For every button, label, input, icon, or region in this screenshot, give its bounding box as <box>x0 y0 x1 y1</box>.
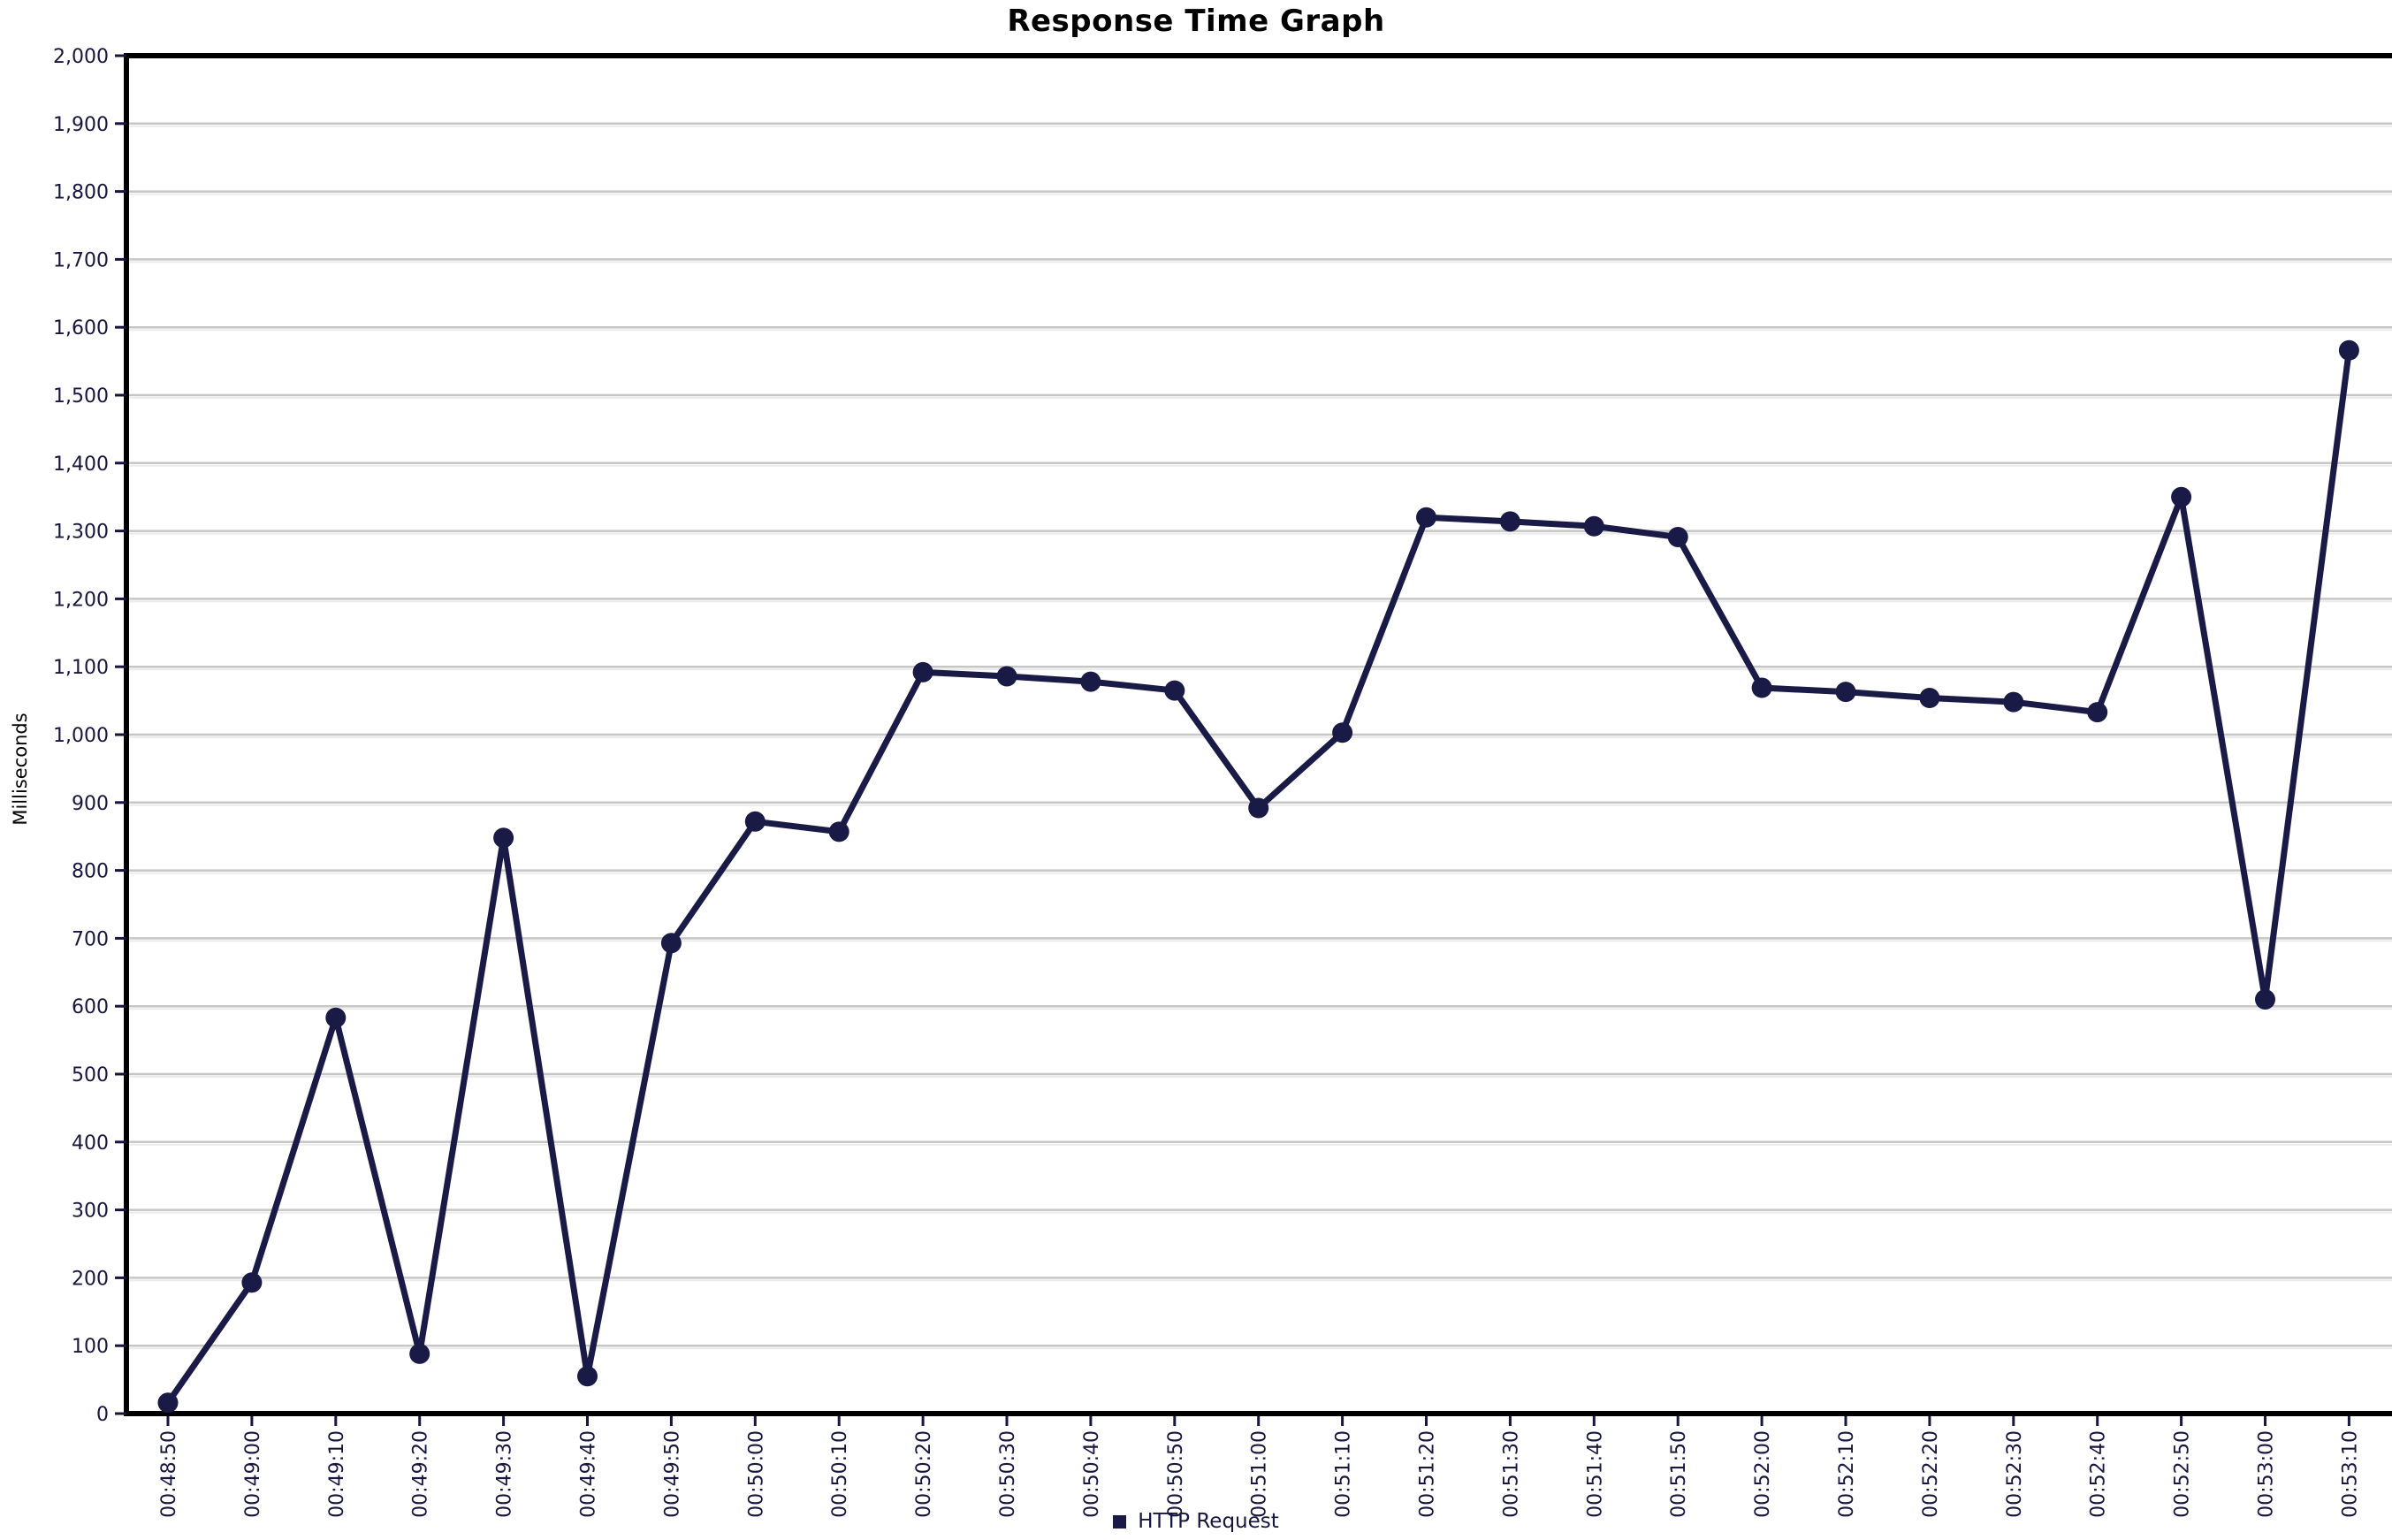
legend: HTTP Request <box>0 1510 2392 1533</box>
y-tick-label: 800 <box>72 861 109 883</box>
y-tick-label: 1,700 <box>53 249 109 271</box>
y-tick-label: 600 <box>72 996 109 1018</box>
data-point <box>1248 797 1269 819</box>
x-tick-label: 00:49:00 <box>242 1430 264 1518</box>
data-point <box>1499 511 1520 532</box>
y-tick-label: 200 <box>72 1268 109 1290</box>
y-tick-label: 1,900 <box>53 114 109 136</box>
data-point <box>912 661 933 682</box>
y-axis-title: Milliseconds <box>10 713 31 825</box>
data-point <box>1416 507 1436 528</box>
x-tick-label: 00:49:20 <box>410 1430 432 1518</box>
x-tick-label: 00:51:20 <box>1417 1430 1439 1518</box>
x-tick-label: 00:52:50 <box>2172 1430 2194 1518</box>
y-tick-label: 1,100 <box>53 657 109 679</box>
x-tick-label: 00:48:50 <box>158 1430 180 1518</box>
data-point <box>744 811 766 832</box>
data-point <box>325 1007 347 1028</box>
data-point <box>2087 702 2108 723</box>
y-tick-label: 900 <box>72 793 109 815</box>
x-tick-label: 00:49:40 <box>578 1430 600 1518</box>
x-tick-label: 00:50:30 <box>997 1430 1019 1518</box>
data-point <box>828 821 849 842</box>
x-tick-label: 00:51:40 <box>1584 1430 1606 1518</box>
y-tick-label: 1,000 <box>53 725 109 747</box>
x-tick-label: 00:52:40 <box>2088 1430 2110 1518</box>
x-tick-label: 00:52:30 <box>2004 1430 2026 1518</box>
x-tick-label: 00:50:40 <box>1081 1430 1103 1518</box>
data-point <box>1835 682 1856 703</box>
y-tick-label: 700 <box>72 928 109 950</box>
data-point <box>1583 515 1604 537</box>
data-point <box>1751 677 1772 698</box>
data-point <box>157 1392 179 1414</box>
data-point <box>2255 989 2275 1010</box>
x-tick-label: 00:52:00 <box>1752 1430 1774 1518</box>
x-tick-label: 00:52:10 <box>1836 1430 1858 1518</box>
legend-swatch-http-request <box>1113 1514 1127 1529</box>
data-point <box>1332 722 1353 743</box>
data-point <box>2003 691 2024 713</box>
data-point <box>996 666 1017 687</box>
data-point <box>493 827 514 849</box>
y-tick-label: 100 <box>72 1336 109 1358</box>
legend-label-http-request: HTTP Request <box>1138 1510 1279 1533</box>
series-line <box>164 347 2352 1407</box>
data-point <box>241 1272 263 1293</box>
y-tick-label: 500 <box>72 1064 109 1086</box>
x-tick-label: 00:53:00 <box>2256 1430 2278 1518</box>
y-tick-label: 2,000 <box>53 46 109 68</box>
y-tick-label: 300 <box>72 1201 109 1223</box>
data-point <box>1667 527 1688 548</box>
x-tick-label: 00:50:20 <box>913 1430 935 1518</box>
data-point <box>660 933 682 954</box>
x-tick-label: 00:50:50 <box>1165 1430 1187 1518</box>
x-tick-label: 00:51:50 <box>1668 1430 1690 1518</box>
data-point <box>577 1366 598 1387</box>
y-tick-label: 0 <box>96 1404 109 1426</box>
x-tick-label: 00:50:10 <box>829 1430 851 1518</box>
x-tick-label: 00:49:10 <box>326 1430 348 1518</box>
data-point <box>1919 688 1940 709</box>
y-tick-label: 1,200 <box>53 589 109 611</box>
x-tick-label: 00:49:30 <box>494 1430 516 1518</box>
y-tick-label: 1,600 <box>53 317 109 339</box>
data-point <box>1080 671 1101 692</box>
chart-title: Response Time Graph <box>1007 4 1385 39</box>
x-tick-label: 00:52:20 <box>1920 1430 1942 1518</box>
x-tick-label: 00:51:10 <box>1333 1430 1355 1518</box>
y-tick-label: 1,400 <box>53 454 109 476</box>
y-tick-label: 1,300 <box>53 522 109 544</box>
x-tick-label: 00:50:00 <box>745 1430 767 1518</box>
y-tick-label: 400 <box>72 1132 109 1155</box>
x-tick-label: 00:49:50 <box>661 1430 683 1518</box>
x-tick-label: 00:51:30 <box>1500 1430 1522 1518</box>
y-tick-label: 1,800 <box>53 182 109 204</box>
data-point <box>2338 339 2359 361</box>
y-tick-label: 1,500 <box>53 385 109 408</box>
data-point <box>1164 680 1185 701</box>
x-tick-label: 00:51:00 <box>1249 1430 1271 1518</box>
data-point <box>2171 486 2192 507</box>
data-point <box>409 1343 430 1364</box>
x-tick-label: 00:53:10 <box>2339 1430 2361 1518</box>
